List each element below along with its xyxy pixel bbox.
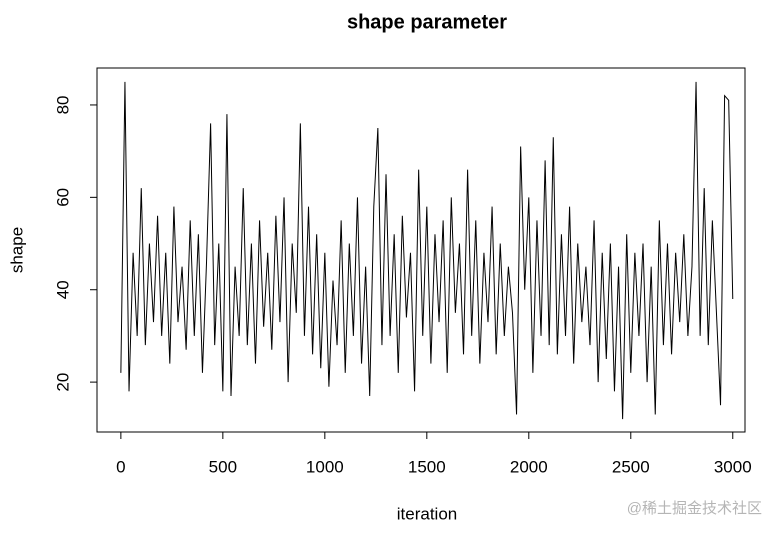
x-axis-label: iteration — [397, 504, 457, 523]
plot-box — [96, 67, 746, 433]
x-tick-label: 0 — [116, 457, 125, 476]
x-tick-label: 3000 — [714, 457, 752, 476]
y-axis-label: shape — [7, 227, 26, 273]
x-tick-label: 1500 — [408, 457, 446, 476]
x-tick-label: 2500 — [612, 457, 650, 476]
y-tick-label: 60 — [53, 188, 72, 207]
chart-title: shape parameter — [347, 11, 507, 33]
y-tick-label: 40 — [53, 280, 72, 299]
x-tick-label: 500 — [209, 457, 237, 476]
y-tick-label: 80 — [53, 95, 72, 114]
x-tick-label: 2000 — [510, 457, 548, 476]
y-tick-label: 20 — [53, 373, 72, 392]
trace-line — [120, 81, 734, 420]
watermark: @稀土掘金技术社区 — [627, 500, 762, 517]
x-tick-label: 1000 — [306, 457, 344, 476]
